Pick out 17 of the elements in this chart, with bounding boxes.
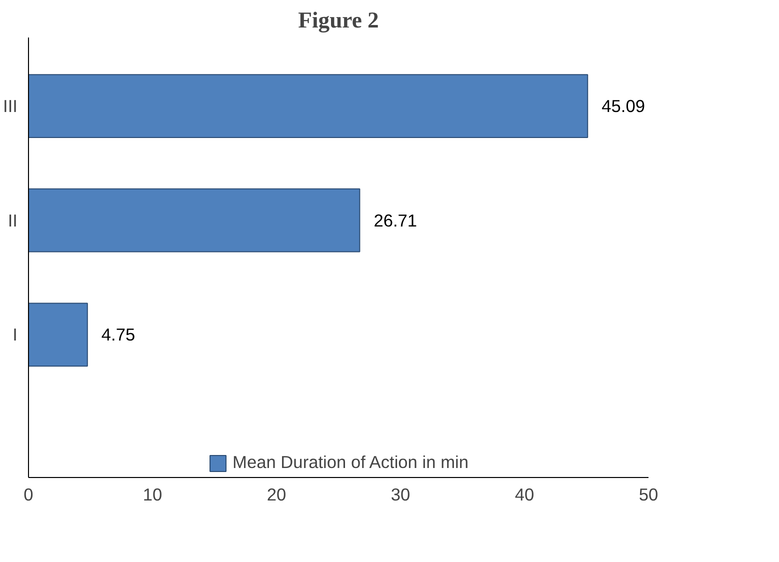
x-tick-label: 0 [24,484,34,504]
bar [28,74,588,138]
x-tick-label: 30 [390,484,410,504]
chart-title: Figure 2 [298,8,379,32]
y-tick-label: I [12,324,18,345]
y-tick-label: III [3,96,18,116]
x-tick-label: 10 [142,484,162,504]
x-tick-label: 50 [638,484,658,504]
data-label: 45.09 [602,96,645,116]
x-tick-label: 20 [266,484,286,504]
bar [28,302,88,367]
legend-label: Mean Duration of Action in min [232,452,468,473]
data-label: 4.75 [101,324,136,345]
data-label: 26.71 [374,210,418,230]
y-tick-label: II [8,210,18,230]
x-tick-label: 40 [514,484,534,504]
bar [28,188,360,252]
